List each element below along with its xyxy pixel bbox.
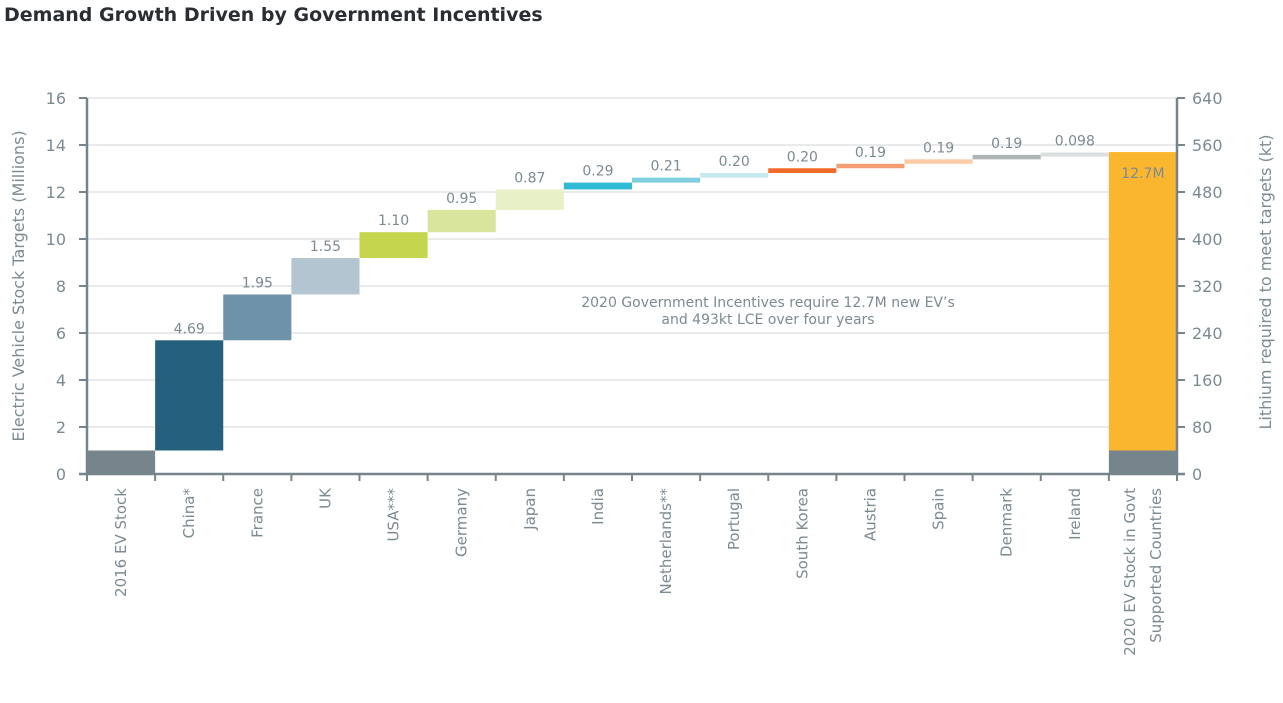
x-category-label: France: [248, 488, 266, 538]
y-tick-label: 2: [56, 418, 66, 437]
x-category-label: China*: [180, 488, 198, 539]
value-label: 0.21: [650, 159, 681, 175]
x-category-label: Portugal: [725, 488, 743, 550]
value-label: 0.19: [923, 140, 954, 156]
bar-2016-ev-stock: [87, 450, 156, 474]
bar-total-base: [1108, 450, 1177, 474]
y2-axis-title: Lithium required to meet targets (kt): [1256, 134, 1275, 429]
bar-total-new: [1108, 152, 1177, 451]
y-tick-label: 14: [46, 136, 66, 155]
y-tick-label: 0: [56, 465, 66, 484]
value-label: 4.69: [174, 321, 205, 337]
x-category-label: Denmark: [998, 488, 1016, 557]
bar-increment: [1040, 152, 1109, 157]
y2-tick-label: 480: [1192, 183, 1223, 202]
value-label: 1.10: [378, 213, 409, 229]
x-category-label: USA***: [385, 488, 403, 542]
bars: [87, 152, 1177, 474]
annotation-line: and 493kt LCE over four years: [661, 312, 874, 328]
bar-increment: [768, 168, 837, 173]
y-tick-label: 4: [56, 371, 66, 390]
y-tick-label: 8: [56, 277, 66, 296]
x-category-label: Spain: [930, 488, 948, 530]
y-tick-label: 16: [46, 89, 66, 108]
x-category-label: South Korea: [793, 488, 811, 579]
y2-tick-label: 160: [1192, 371, 1223, 390]
bar-increment: [359, 232, 428, 259]
y-tick-label: 12: [46, 183, 66, 202]
x-category-label: Austria: [861, 488, 879, 541]
x-category-label: 2016 EV Stock: [112, 488, 130, 597]
y2-tick-label: 80: [1192, 418, 1212, 437]
value-label: 0.95: [446, 191, 477, 207]
x-category-label: 2020 EV Stock in Govt: [1121, 488, 1139, 656]
y2-tick-label: 0: [1192, 465, 1202, 484]
bar-increment: [291, 258, 360, 295]
y2-tick-label: 240: [1192, 324, 1223, 343]
value-label: 0.19: [991, 136, 1022, 152]
bar-increment: [972, 154, 1041, 160]
y2-tick-label: 640: [1192, 89, 1223, 108]
y-axis-title: Electric Vehicle Stock Targets (Millions…: [9, 130, 28, 441]
value-label: 1.55: [310, 239, 341, 255]
value-label: 0.29: [582, 164, 613, 180]
value-label: 0.87: [514, 170, 545, 186]
labels: 0 0 2 80 4 160 6 240 8 320 10 400 12 480 14 560 16 640 201…: [9, 89, 1275, 656]
y2-tick-label: 560: [1192, 136, 1223, 155]
bar-increment: [427, 209, 496, 233]
value-label: 0.19: [855, 145, 886, 161]
annotation-line: 2020 Government Incentives require 12.7M…: [581, 295, 955, 311]
y2-tick-label: 320: [1192, 277, 1223, 296]
y-tick-label: 10: [46, 230, 66, 249]
bar-increment: [495, 189, 564, 210]
x-category-label: Supported Countries: [1147, 488, 1165, 643]
value-label: 12.7M: [1121, 166, 1164, 182]
y2-tick-label: 400: [1192, 230, 1223, 249]
axes: [79, 97, 1185, 481]
bar-increment: [563, 182, 632, 190]
bar-increment: [223, 294, 292, 341]
x-category-label: Ireland: [1066, 488, 1084, 540]
x-category-label: Japan: [521, 488, 539, 531]
x-category-label: India: [589, 488, 607, 525]
x-category-label: UK: [316, 487, 334, 509]
value-label: 1.95: [242, 275, 273, 291]
bar-increment: [904, 159, 973, 164]
value-label: 0.098: [1055, 134, 1095, 150]
x-category-label: Netherlands**: [657, 488, 675, 595]
bar-increment: [700, 172, 769, 178]
x-category-label: Germany: [453, 488, 471, 557]
bar-increment: [836, 163, 905, 169]
chart-title: Demand Growth Driven by Government Incen…: [4, 4, 543, 26]
value-label: 0.20: [787, 149, 818, 165]
gridlines: [87, 97, 1177, 428]
bar-increment: [155, 340, 224, 451]
y-tick-label: 6: [56, 324, 66, 343]
bar-increment: [632, 177, 701, 183]
value-label: 0.20: [719, 154, 750, 170]
